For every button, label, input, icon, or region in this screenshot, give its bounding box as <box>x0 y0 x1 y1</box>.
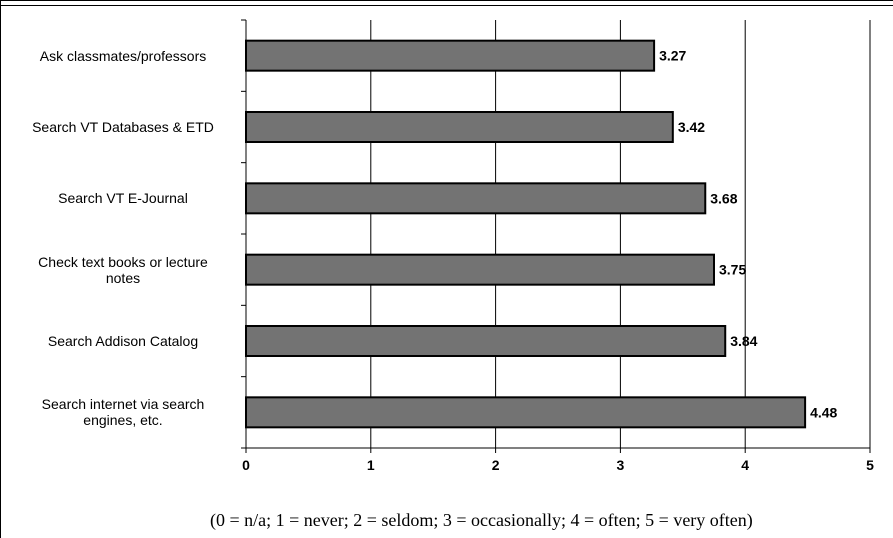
data-label-4: 3.84 <box>730 333 757 349</box>
x-tick-label-1: 1 <box>367 457 375 473</box>
bar-1 <box>245 111 674 143</box>
category-label-4: Search Addison Catalog <box>47 333 199 349</box>
data-label-2: 3.68 <box>710 190 737 206</box>
x-tick-label-5: 5 <box>866 457 874 473</box>
bar-0 <box>245 39 656 72</box>
category-label-1: Search VT Databases & ETD <box>32 119 214 135</box>
x-tick-label-2: 2 <box>492 457 500 473</box>
bar-4 <box>245 325 727 357</box>
frame-top-border <box>0 5 893 6</box>
bar-3 <box>245 253 715 286</box>
category-label-5: Search internet via search engines, etc. <box>41 396 205 429</box>
data-label-1: 3.42 <box>678 119 705 135</box>
x-tick-label-0: 0 <box>242 457 250 473</box>
category-label-0: Ask classmates/professors <box>39 47 207 64</box>
data-label-5: 4.48 <box>810 404 837 420</box>
bar-5 <box>245 396 807 429</box>
x-tick-label-4: 4 <box>741 457 749 473</box>
data-label-3: 3.75 <box>719 262 746 278</box>
x-tick-label-3: 3 <box>617 457 625 473</box>
category-label-2: Search VT E-Journal <box>58 190 188 207</box>
data-label-0: 3.27 <box>659 48 686 64</box>
scale-caption: (0 = n/a; 1 = never; 2 = seldom; 3 = occ… <box>210 510 753 530</box>
bar-2 <box>245 182 707 215</box>
category-label-3: Check text books or lecture notes <box>38 253 208 286</box>
